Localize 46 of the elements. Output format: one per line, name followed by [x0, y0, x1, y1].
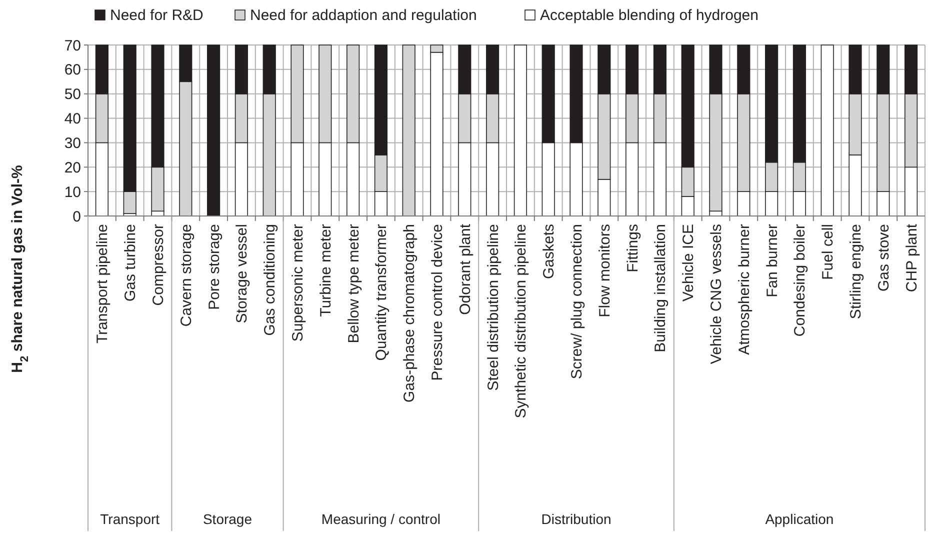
- x-tick-label: Pore storage: [206, 224, 223, 310]
- x-tick-label: Gas conditioning: [262, 224, 279, 336]
- text: Measuring / control: [321, 511, 440, 527]
- x-tick-label: Turbine meter: [317, 224, 334, 317]
- x-tick-label: Condesing boiler: [792, 224, 809, 337]
- x-tick-label: Pressure control device: [429, 224, 446, 381]
- x-tick-label: Screw/ plug connection: [568, 224, 586, 380]
- y-tick-label: 70: [64, 37, 81, 54]
- text: Application: [765, 511, 834, 527]
- text: Transport: [100, 511, 160, 527]
- y-tick-label: 0: [72, 208, 81, 226]
- x-tick-label: Stirling engine: [848, 224, 864, 320]
- x-tick-label: Building installation: [652, 224, 670, 352]
- x-tick-label: Synthetic distribution pipeline: [512, 224, 530, 418]
- x-tick-label: Quantity transformer: [373, 224, 390, 361]
- x-tick-label: Gas stove: [875, 224, 892, 292]
- text: Distribution: [541, 511, 612, 527]
- y-tick-label: 50: [64, 86, 81, 104]
- x-tick-label: CHP plant: [903, 223, 920, 292]
- x-tick-label: Odorant plant: [456, 223, 474, 315]
- x-tick-label: Transport pipeline: [94, 224, 112, 344]
- x-tick-label: Vehicle ICE: [680, 224, 698, 302]
- y-tick-label: 10: [64, 184, 81, 201]
- x-tick-label: Gas turbine: [122, 224, 140, 302]
- x-tick-label: Bellow type meter: [345, 224, 362, 344]
- x-tick-label: Flow monitors: [596, 224, 614, 318]
- x-tick-label: Steel distribution pipeline: [484, 224, 502, 391]
- x-tick-label: Fan burner: [764, 224, 781, 298]
- x-tick-label: Gas-phase chromatograph: [401, 224, 418, 402]
- x-tick-label: Cavern storage: [178, 224, 195, 327]
- y-tick-label: 40: [64, 110, 81, 128]
- x-tick-label: Compressor: [150, 224, 167, 306]
- x-tick-label: Gaskets: [540, 224, 558, 280]
- y-tick-label: 30: [64, 134, 81, 152]
- x-tick-label: Storage vessel: [234, 224, 251, 324]
- y-tick-label: 20: [64, 159, 81, 176]
- y-tick-label: 60: [64, 62, 81, 79]
- x-tick-label: Fuel cell: [820, 224, 837, 280]
- x-tick-label: Fittings: [624, 224, 642, 272]
- x-tick-label: Vehicle CNG vessels: [708, 224, 725, 364]
- x-tick-label: Supersonic meter: [290, 224, 306, 342]
- text: Storage: [202, 511, 252, 527]
- legend-label: Acceptable blending of hydrogen: [540, 7, 758, 24]
- legend-label: Need for R&D: [110, 7, 204, 24]
- x-tick-label: Atmospheric burner: [736, 224, 753, 355]
- legend-label: Need for addaption and regulation: [250, 7, 477, 24]
